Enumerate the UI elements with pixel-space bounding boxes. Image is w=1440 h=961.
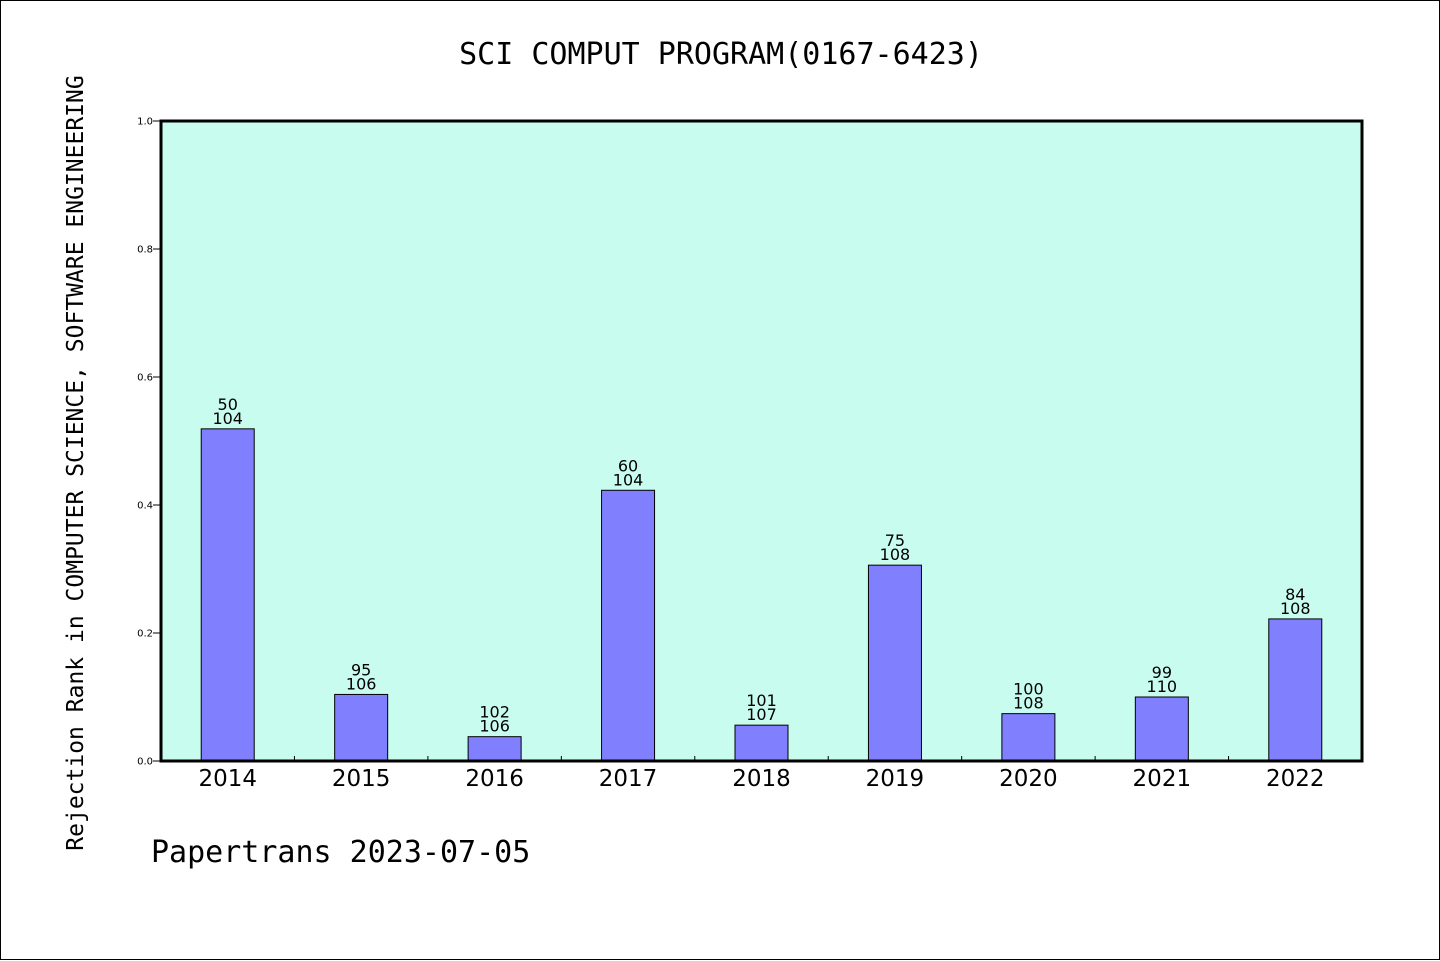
x-tick-label: 2021 bbox=[1133, 766, 1192, 792]
y-tick-label: 0.0 bbox=[137, 757, 153, 768]
bar-label-bottom: 106 bbox=[346, 674, 377, 693]
bar-2020 bbox=[1001, 713, 1056, 762]
bar-label-top: 101 bbox=[746, 691, 777, 710]
bar-2014 bbox=[200, 428, 255, 762]
bar-2022 bbox=[1268, 618, 1323, 762]
bar-label-top: 84 bbox=[1285, 585, 1305, 604]
footer-credit: Papertrans 2023-07-05 bbox=[151, 835, 531, 870]
y-tick-label: 0.4 bbox=[137, 501, 153, 512]
bar-label-top: 50 bbox=[218, 395, 238, 414]
bar-label-top: 99 bbox=[1152, 663, 1172, 682]
y-tick-label: 0.6 bbox=[137, 373, 153, 384]
x-tick-label: 2019 bbox=[866, 766, 925, 792]
x-tick-label: 2022 bbox=[1266, 766, 1325, 792]
bar-2016 bbox=[467, 736, 522, 762]
x-tick-label: 2017 bbox=[599, 766, 658, 792]
bar-label-bottom: 104 bbox=[212, 409, 243, 428]
bar-label-bottom: 108 bbox=[1280, 599, 1311, 618]
bar-2021 bbox=[1134, 696, 1189, 762]
bar-label-bottom: 110 bbox=[1147, 677, 1178, 696]
bar-label-bottom: 108 bbox=[880, 545, 911, 564]
bar-2019 bbox=[867, 564, 922, 762]
bar-2015 bbox=[334, 693, 389, 762]
bar-2017 bbox=[601, 489, 656, 762]
x-tick-label: 2016 bbox=[465, 766, 524, 792]
bar-label-bottom: 108 bbox=[1013, 694, 1044, 713]
bar-label-top: 75 bbox=[885, 531, 905, 550]
bar-label-bottom: 106 bbox=[479, 717, 510, 736]
x-tick-label: 2014 bbox=[198, 766, 257, 792]
bar-label-bottom: 107 bbox=[746, 705, 777, 724]
bar-2018 bbox=[734, 724, 789, 762]
x-tick-label: 2020 bbox=[999, 766, 1058, 792]
bar-label-top: 60 bbox=[618, 456, 638, 475]
chart-title: SCI COMPUT PROGRAM(0167-6423) bbox=[459, 37, 983, 72]
x-tick-label: 2015 bbox=[332, 766, 391, 792]
plot-border bbox=[159, 119, 1364, 763]
bar-label-top: 102 bbox=[479, 703, 510, 722]
x-tick-label: 2018 bbox=[732, 766, 791, 792]
y-tick-label: 0.8 bbox=[137, 245, 153, 256]
y-tick-label: 1.0 bbox=[137, 117, 153, 128]
bar-label-top: 95 bbox=[351, 660, 371, 679]
y-tick-label: 0.2 bbox=[137, 629, 153, 640]
plot-area bbox=[161, 121, 1362, 761]
bar-label-top: 100 bbox=[1013, 680, 1044, 699]
bar-label-bottom: 104 bbox=[613, 470, 644, 489]
